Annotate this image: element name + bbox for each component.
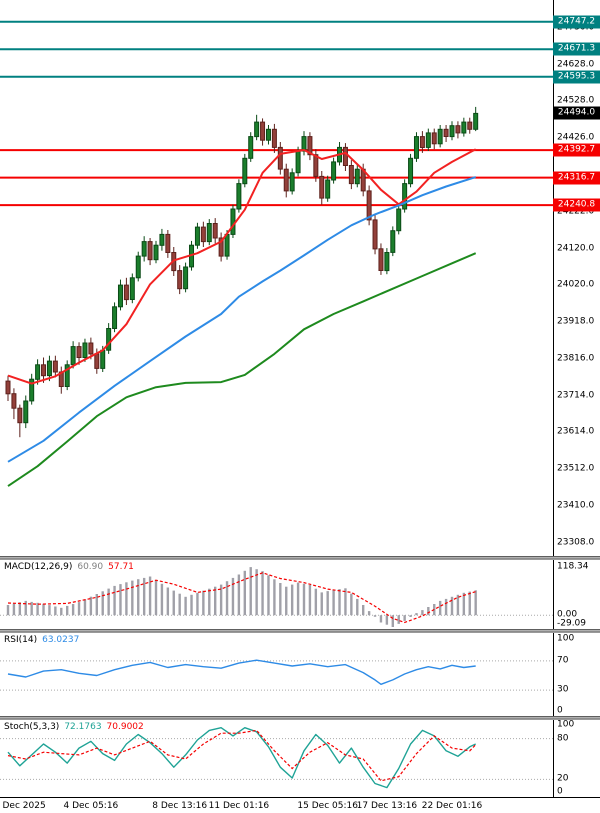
- indicator-tick-label: 30: [557, 684, 569, 695]
- panel-separator[interactable]: [0, 716, 600, 720]
- time-tick-label: 4 Dec 05:16: [63, 801, 119, 811]
- ma-mid-blue-line: [7, 176, 477, 463]
- candlestick-chart[interactable]: [0, 0, 553, 556]
- rsi-line: [7, 659, 476, 685]
- macd-axis[interactable]: 118.34 0.00 -29.09: [553, 560, 600, 629]
- price-tick-label: 24120.0: [557, 243, 595, 254]
- stochastic-chart[interactable]: [0, 720, 553, 797]
- support-price-label: 24240.8: [553, 198, 600, 212]
- stochastic-axis[interactable]: 100 80 20 0: [553, 720, 600, 797]
- price-tick-label: 23410.0: [557, 500, 595, 511]
- indicator-tick-label: -29.09: [557, 618, 587, 629]
- indicator-tick-label: 118.34: [557, 561, 589, 572]
- macd-signal-value: 57.71: [108, 562, 134, 572]
- rsi-axis[interactable]: 100 70 30 0: [553, 633, 600, 716]
- stoch-k-line: [7, 726, 477, 789]
- time-tick-label: 11 Dec 01:16: [208, 801, 270, 811]
- price-panel[interactable]: 24730.024628.024528.024426.024222.024120…: [0, 0, 600, 556]
- panel-separator[interactable]: [0, 556, 600, 560]
- axis-divider-line: [553, 0, 554, 797]
- price-tick-label: 23714.0: [557, 390, 595, 401]
- ma-slow-green-line: [7, 252, 477, 487]
- time-tick-label: 22 Dec 01:16: [421, 801, 483, 811]
- resistance-price-label: 24671.3: [553, 42, 600, 56]
- macd-histogram-bars: [6, 567, 477, 627]
- macd-signal-line: [7, 572, 476, 624]
- stoch-d-line: [7, 729, 477, 782]
- support-price-label: 24392.7: [553, 143, 600, 157]
- macd-panel[interactable]: 118.34 0.00 -29.09 MACD(12,26,9) 60.90 57.71: [0, 560, 600, 629]
- rsi-name: RSI(14): [4, 635, 38, 645]
- macd-indicator-label: MACD(12,26,9) 60.90 57.71: [4, 562, 139, 572]
- macd-name: MACD(12,26,9): [4, 562, 73, 572]
- candles: [5, 106, 479, 438]
- rsi-panel[interactable]: 100 70 30 0 RSI(14) 63.0237: [0, 633, 600, 716]
- rsi-chart[interactable]: [0, 633, 553, 716]
- time-tick-label: 1 Dec 2025: [0, 801, 46, 811]
- indicator-tick-label: 70: [557, 655, 569, 666]
- stoch-k-value: 72.1763: [64, 722, 102, 732]
- stochastic-panel[interactable]: 100 80 20 0 Stoch(5,3,3) 72.1763 70.9002: [0, 720, 600, 797]
- panel-separator[interactable]: [0, 629, 600, 633]
- stoch-d-value: 70.9002: [106, 722, 144, 732]
- indicator-tick-label: 0.00: [557, 609, 578, 620]
- price-tick-label: 23308.0: [557, 537, 595, 548]
- price-axis[interactable]: 24730.024628.024528.024426.024222.024120…: [553, 0, 600, 556]
- indicator-tick-label: 100: [557, 633, 575, 644]
- indicator-tick-label: 80: [557, 733, 569, 744]
- indicator-tick-label: 0: [557, 705, 563, 716]
- stoch-name: Stoch(5,3,3): [4, 722, 60, 732]
- indicator-tick-label: 20: [557, 773, 569, 784]
- indicator-tick-label: 0: [557, 786, 563, 797]
- price-tick-label: 23816.0: [557, 353, 595, 364]
- rsi-indicator-label: RSI(14) 63.0237: [4, 635, 84, 645]
- price-tick-label: 24528.0: [557, 95, 595, 106]
- macd-chart[interactable]: [0, 560, 553, 629]
- stochastic-indicator-label: Stoch(5,3,3) 72.1763 70.9002: [4, 722, 149, 732]
- indicator-tick-label: 100: [557, 719, 575, 730]
- price-tick-label: 24628.0: [557, 59, 595, 70]
- resistance-price-label: 24595.3: [553, 70, 600, 84]
- time-tick-label: 17 Dec 13:16: [356, 801, 418, 811]
- price-tick-label: 23512.0: [557, 463, 595, 474]
- rsi-value: 63.0237: [42, 635, 80, 645]
- time-tick-label: 15 Dec 05:16: [297, 801, 358, 811]
- resistance-price-label: 24747.2: [553, 15, 600, 29]
- price-tick-label: 23614.0: [557, 426, 595, 437]
- ma-fast-red-line: [7, 148, 477, 385]
- price-tick-label: 24426.0: [557, 132, 595, 143]
- price-tick-label: 23918.0: [557, 316, 595, 327]
- time-tick-label: 8 Dec 13:16: [152, 801, 208, 811]
- price-tick-label: 24020.0: [557, 279, 595, 290]
- current-price-label: 24494.0: [553, 106, 600, 120]
- macd-main-value: 60.90: [77, 562, 104, 572]
- support-price-label: 24316.7: [553, 171, 600, 185]
